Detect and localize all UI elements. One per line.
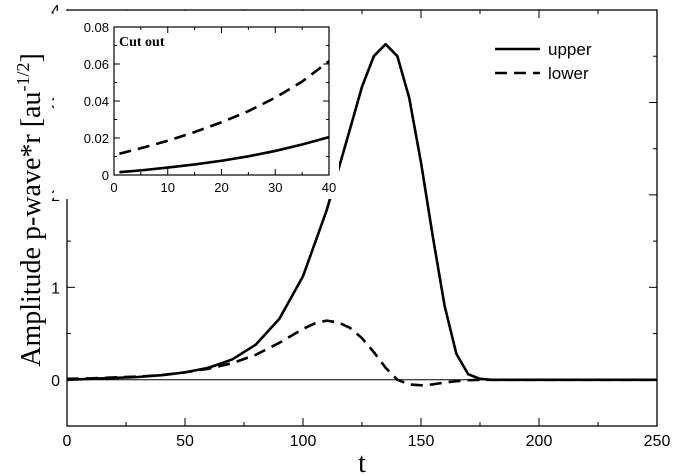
inset-x-tick-label: 30 <box>268 180 282 195</box>
inset-y-tick-label: 0 <box>102 168 109 183</box>
y-tick-label: 1 <box>51 280 60 297</box>
y-axis-label-main: Amplitude p-wave*r [au <box>16 92 47 367</box>
inset-plot: 0 10 20 30 40 0 0.02 0.04 0.06 0.08 Cut out <box>54 11 339 199</box>
inset-x-tick-label: 40 <box>322 180 336 195</box>
inset-title: Cut out <box>119 35 165 50</box>
x-tick-label: 100 <box>290 433 317 450</box>
inset-y-tick-label: 0.06 <box>84 57 109 72</box>
y-axis-label-superscript: -1/2 <box>13 63 33 92</box>
series-line-series-1 <box>119 60 330 155</box>
inset-x-tick-label: 0 <box>110 180 117 195</box>
inset-x-tick-label: 10 <box>161 180 175 195</box>
inset-x-tick-label: 20 <box>214 180 228 195</box>
legend-label-upper: upper <box>548 40 592 59</box>
y-axis-label-suffix: ] <box>16 53 47 62</box>
series-line-lower <box>66 319 657 387</box>
legend-label-lower: lower <box>548 64 589 83</box>
inset-y-tick-label: 0.04 <box>84 94 109 109</box>
x-axis-label: t <box>358 448 366 476</box>
x-tick-label: 150 <box>408 433 435 450</box>
x-tick-label: 200 <box>526 433 553 450</box>
y-tick-label: 0 <box>51 373 60 390</box>
y-axis-label: Amplitude p-wave*r [au-1/2] <box>13 53 47 367</box>
x-tick-label: 0 <box>63 433 72 450</box>
x-tick-label: 250 <box>644 433 671 450</box>
inset-plot-area <box>114 27 329 175</box>
series-line-series-0 <box>119 135 330 174</box>
inset-y-tick-label: 0.08 <box>84 20 109 35</box>
legend: upper lower <box>495 40 592 83</box>
x-tick-label: 50 <box>176 433 194 450</box>
inset-y-tick-label: 0.02 <box>84 131 109 146</box>
